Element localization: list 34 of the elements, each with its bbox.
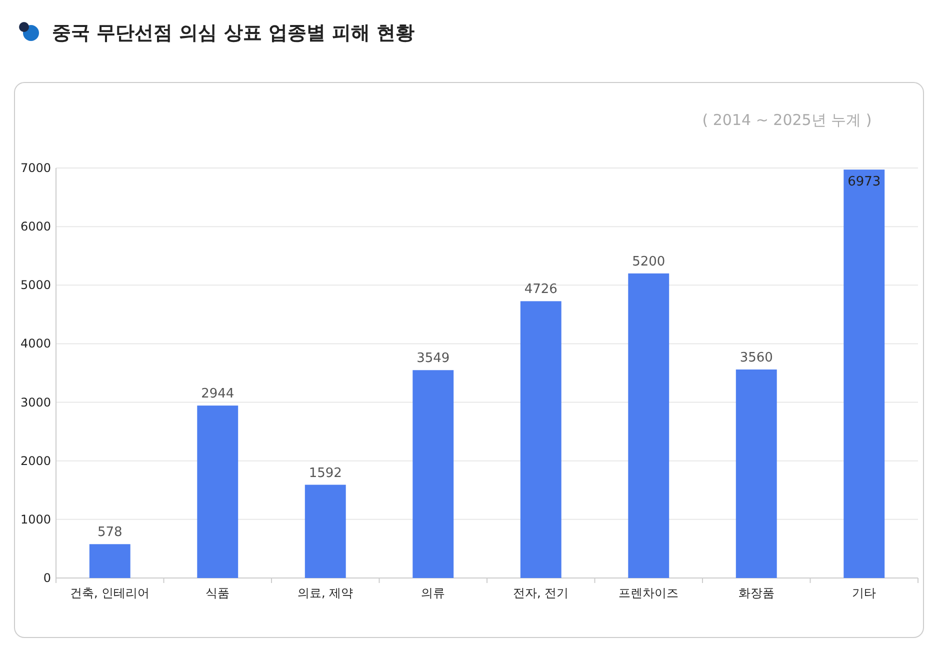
bar xyxy=(197,406,238,578)
y-tick-label: 2000 xyxy=(20,454,51,468)
x-tick-label: 전자, 전기 xyxy=(513,586,569,600)
bar xyxy=(520,301,562,578)
y-tick-label: 7000 xyxy=(20,161,51,175)
bar xyxy=(628,273,670,578)
bar xyxy=(412,370,454,578)
y-tick-label: 0 xyxy=(43,571,51,585)
bar xyxy=(736,369,777,578)
data-label: 3560 xyxy=(740,350,773,366)
y-tick-label: 5000 xyxy=(20,278,51,292)
y-tick-label: 1000 xyxy=(20,512,51,526)
x-tick-label: 건축, 인테리어 xyxy=(70,586,150,600)
x-tick-label: 의류 xyxy=(421,586,446,600)
chart-title: 중국 무단선점 의심 상표 업종별 피해 현황 xyxy=(52,22,415,44)
data-label: 5200 xyxy=(632,254,666,270)
data-label: 6973 xyxy=(848,174,881,190)
data-label: 578 xyxy=(97,525,122,540)
x-tick-label: 화장품 xyxy=(738,586,774,600)
bar xyxy=(89,544,130,578)
x-tick-label: 기타 xyxy=(852,586,876,600)
y-tick-label: 3000 xyxy=(20,395,51,410)
data-label: 4726 xyxy=(524,282,558,298)
data-label: 3549 xyxy=(416,351,450,366)
y-tick-label: 6000 xyxy=(20,220,51,234)
x-tick-label: 의료, 제약 xyxy=(298,586,354,600)
data-label: 2944 xyxy=(201,386,234,402)
x-tick-label: 프렌차이즈 xyxy=(618,586,679,600)
bar xyxy=(844,170,885,578)
y-tick-label: 4000 xyxy=(20,336,51,351)
x-tick-label: 식품 xyxy=(206,586,230,600)
bar xyxy=(304,484,346,578)
chart-subtitle: ( 2014 ~ 2025년 누계 ) xyxy=(702,111,872,129)
data-label: 1592 xyxy=(308,466,342,481)
